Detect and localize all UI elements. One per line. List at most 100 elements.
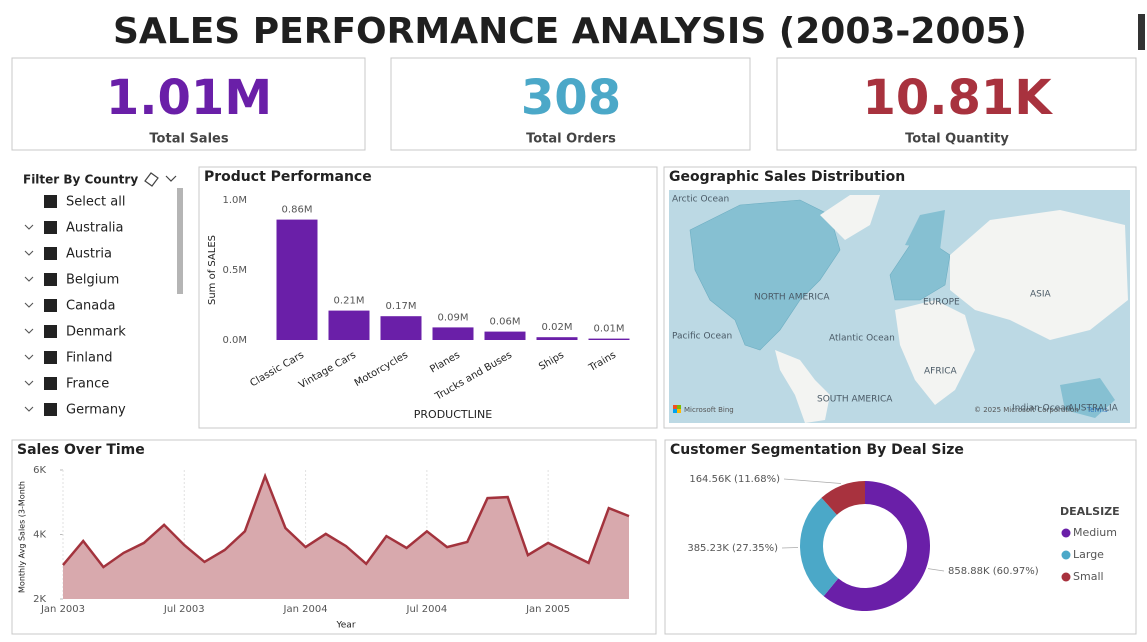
- legend-title: DEALSIZE: [1060, 505, 1120, 518]
- expand-chevron[interactable]: [24, 276, 34, 282]
- data-label: 858.88K (60.97%): [948, 566, 1039, 577]
- donut-slice[interactable]: [823, 481, 930, 611]
- x-tick-label: Jan 2004: [283, 604, 328, 615]
- y-axis-title: Monthly Avg Sales (3-Month: [18, 481, 27, 593]
- y-tick-label: 6K: [33, 465, 46, 476]
- filter-item[interactable]: Belgium: [66, 273, 119, 288]
- legend-swatch[interactable]: [1061, 528, 1071, 538]
- expand-chevron[interactable]: [24, 380, 34, 386]
- map-label: NORTH AMERICA: [754, 293, 830, 303]
- kpi-card: [390, 57, 751, 151]
- donut-slice[interactable]: [821, 481, 865, 515]
- checkbox[interactable]: [44, 351, 57, 364]
- bar-title: Product Performance: [204, 169, 372, 185]
- checkbox[interactable]: [44, 273, 57, 286]
- expand-chevron[interactable]: [24, 328, 34, 334]
- map-label: EUROPE: [923, 298, 960, 308]
- y-tick-label: 2K: [33, 594, 46, 605]
- legend-label[interactable]: Small: [1073, 570, 1104, 583]
- map-label: AUSTRALIA: [1068, 404, 1119, 414]
- x-axis-title: PRODUCTLINE: [414, 408, 492, 421]
- line: [62, 472, 630, 569]
- filter-item[interactable]: France: [66, 377, 109, 392]
- filter-item[interactable]: Australia: [66, 221, 124, 236]
- legend-swatch[interactable]: [1061, 550, 1071, 560]
- y-axis-title: Sum of SALES: [207, 235, 218, 305]
- area: [63, 476, 629, 599]
- map-label: Arctic Ocean: [672, 195, 729, 205]
- checkbox[interactable]: [44, 403, 57, 416]
- data-label: 164.56K (11.68%): [689, 474, 780, 485]
- bar[interactable]: [536, 337, 578, 340]
- donut-slice[interactable]: [800, 497, 839, 597]
- map-label: Indian Ocean: [1012, 404, 1071, 414]
- bar[interactable]: [380, 316, 422, 340]
- data-label: 0.02M: [542, 322, 573, 333]
- kpi-label: Total Sales: [149, 132, 228, 147]
- x-tick-label: Jul 2003: [163, 604, 205, 615]
- bar[interactable]: [484, 331, 526, 340]
- leader-line: [781, 547, 799, 549]
- data-label: 0.17M: [386, 301, 417, 312]
- checkbox[interactable]: [44, 247, 57, 260]
- bar[interactable]: [328, 310, 370, 340]
- kpi-value: 308: [521, 70, 621, 126]
- map-label: ASIA: [1030, 290, 1052, 300]
- filter-item[interactable]: Finland: [66, 351, 112, 366]
- bar[interactable]: [432, 327, 474, 340]
- data-label: 0.01M: [594, 324, 625, 335]
- checkbox[interactable]: [44, 325, 57, 338]
- checkbox[interactable]: [44, 299, 57, 312]
- donut-title: Customer Segmentation By Deal Size: [670, 442, 964, 458]
- x-tick-label: Jul 2004: [406, 604, 448, 615]
- legend-label[interactable]: Large: [1073, 548, 1104, 561]
- checkbox[interactable]: [44, 377, 57, 390]
- eraser-icon[interactable]: [144, 172, 159, 187]
- filter-item[interactable]: Germany: [66, 403, 126, 418]
- filter-item[interactable]: Canada: [66, 299, 115, 314]
- data-label: 385.23K (27.35%): [687, 543, 778, 554]
- checkbox[interactable]: [44, 221, 57, 234]
- leader-line: [928, 568, 945, 572]
- filter-item[interactable]: Denmark: [66, 325, 126, 340]
- kpi-label: Total Quantity: [905, 132, 1009, 147]
- scrollbar[interactable]: [177, 188, 183, 294]
- bar-panel: [198, 166, 658, 429]
- map-provider: Microsoft Bing: [684, 406, 734, 414]
- kpi-label: Total Orders: [526, 132, 616, 147]
- expand-chevron[interactable]: [24, 406, 34, 412]
- checkbox[interactable]: [44, 195, 57, 208]
- expand-chevron[interactable]: [24, 302, 34, 308]
- map-label: Pacific Ocean: [672, 332, 732, 342]
- scroll-marker: [1138, 14, 1145, 50]
- legend-label[interactable]: Medium: [1073, 526, 1117, 539]
- data-label: 0.06M: [490, 317, 521, 328]
- map-label: SOUTH AMERICA: [817, 395, 893, 405]
- map-attribution: © 2025 Microsoft Corporation: [974, 406, 1079, 414]
- data-label: 0.86M: [282, 205, 313, 216]
- legend-swatch[interactable]: [1061, 572, 1071, 582]
- filter-item[interactable]: Select all: [66, 195, 125, 210]
- dropdown-chevron[interactable]: [165, 175, 177, 182]
- kpi-value: 10.81K: [862, 70, 1053, 126]
- x-axis-title: Year: [335, 621, 355, 631]
- leader-line: [783, 478, 841, 484]
- data-label: 0.21M: [334, 296, 365, 307]
- bar[interactable]: [588, 338, 630, 340]
- x-tick-label: Jan 2003: [40, 604, 85, 615]
- kpi-card: [776, 57, 1137, 151]
- filter-title: Filter By Country: [23, 173, 138, 187]
- expand-chevron[interactable]: [24, 250, 34, 256]
- y-tick-label: 0.0M: [222, 335, 247, 346]
- y-tick-label: 0.5M: [222, 265, 247, 276]
- filter-item[interactable]: Austria: [66, 247, 112, 262]
- line-title: Sales Over Time: [17, 442, 145, 458]
- expand-chevron[interactable]: [24, 224, 34, 230]
- donut-panel: [664, 439, 1137, 635]
- expand-chevron[interactable]: [24, 354, 34, 360]
- bar[interactable]: [276, 219, 318, 340]
- map-terms[interactable]: Terms: [1086, 406, 1108, 414]
- map[interactable]: [669, 190, 1130, 423]
- kpi-card: [11, 57, 366, 151]
